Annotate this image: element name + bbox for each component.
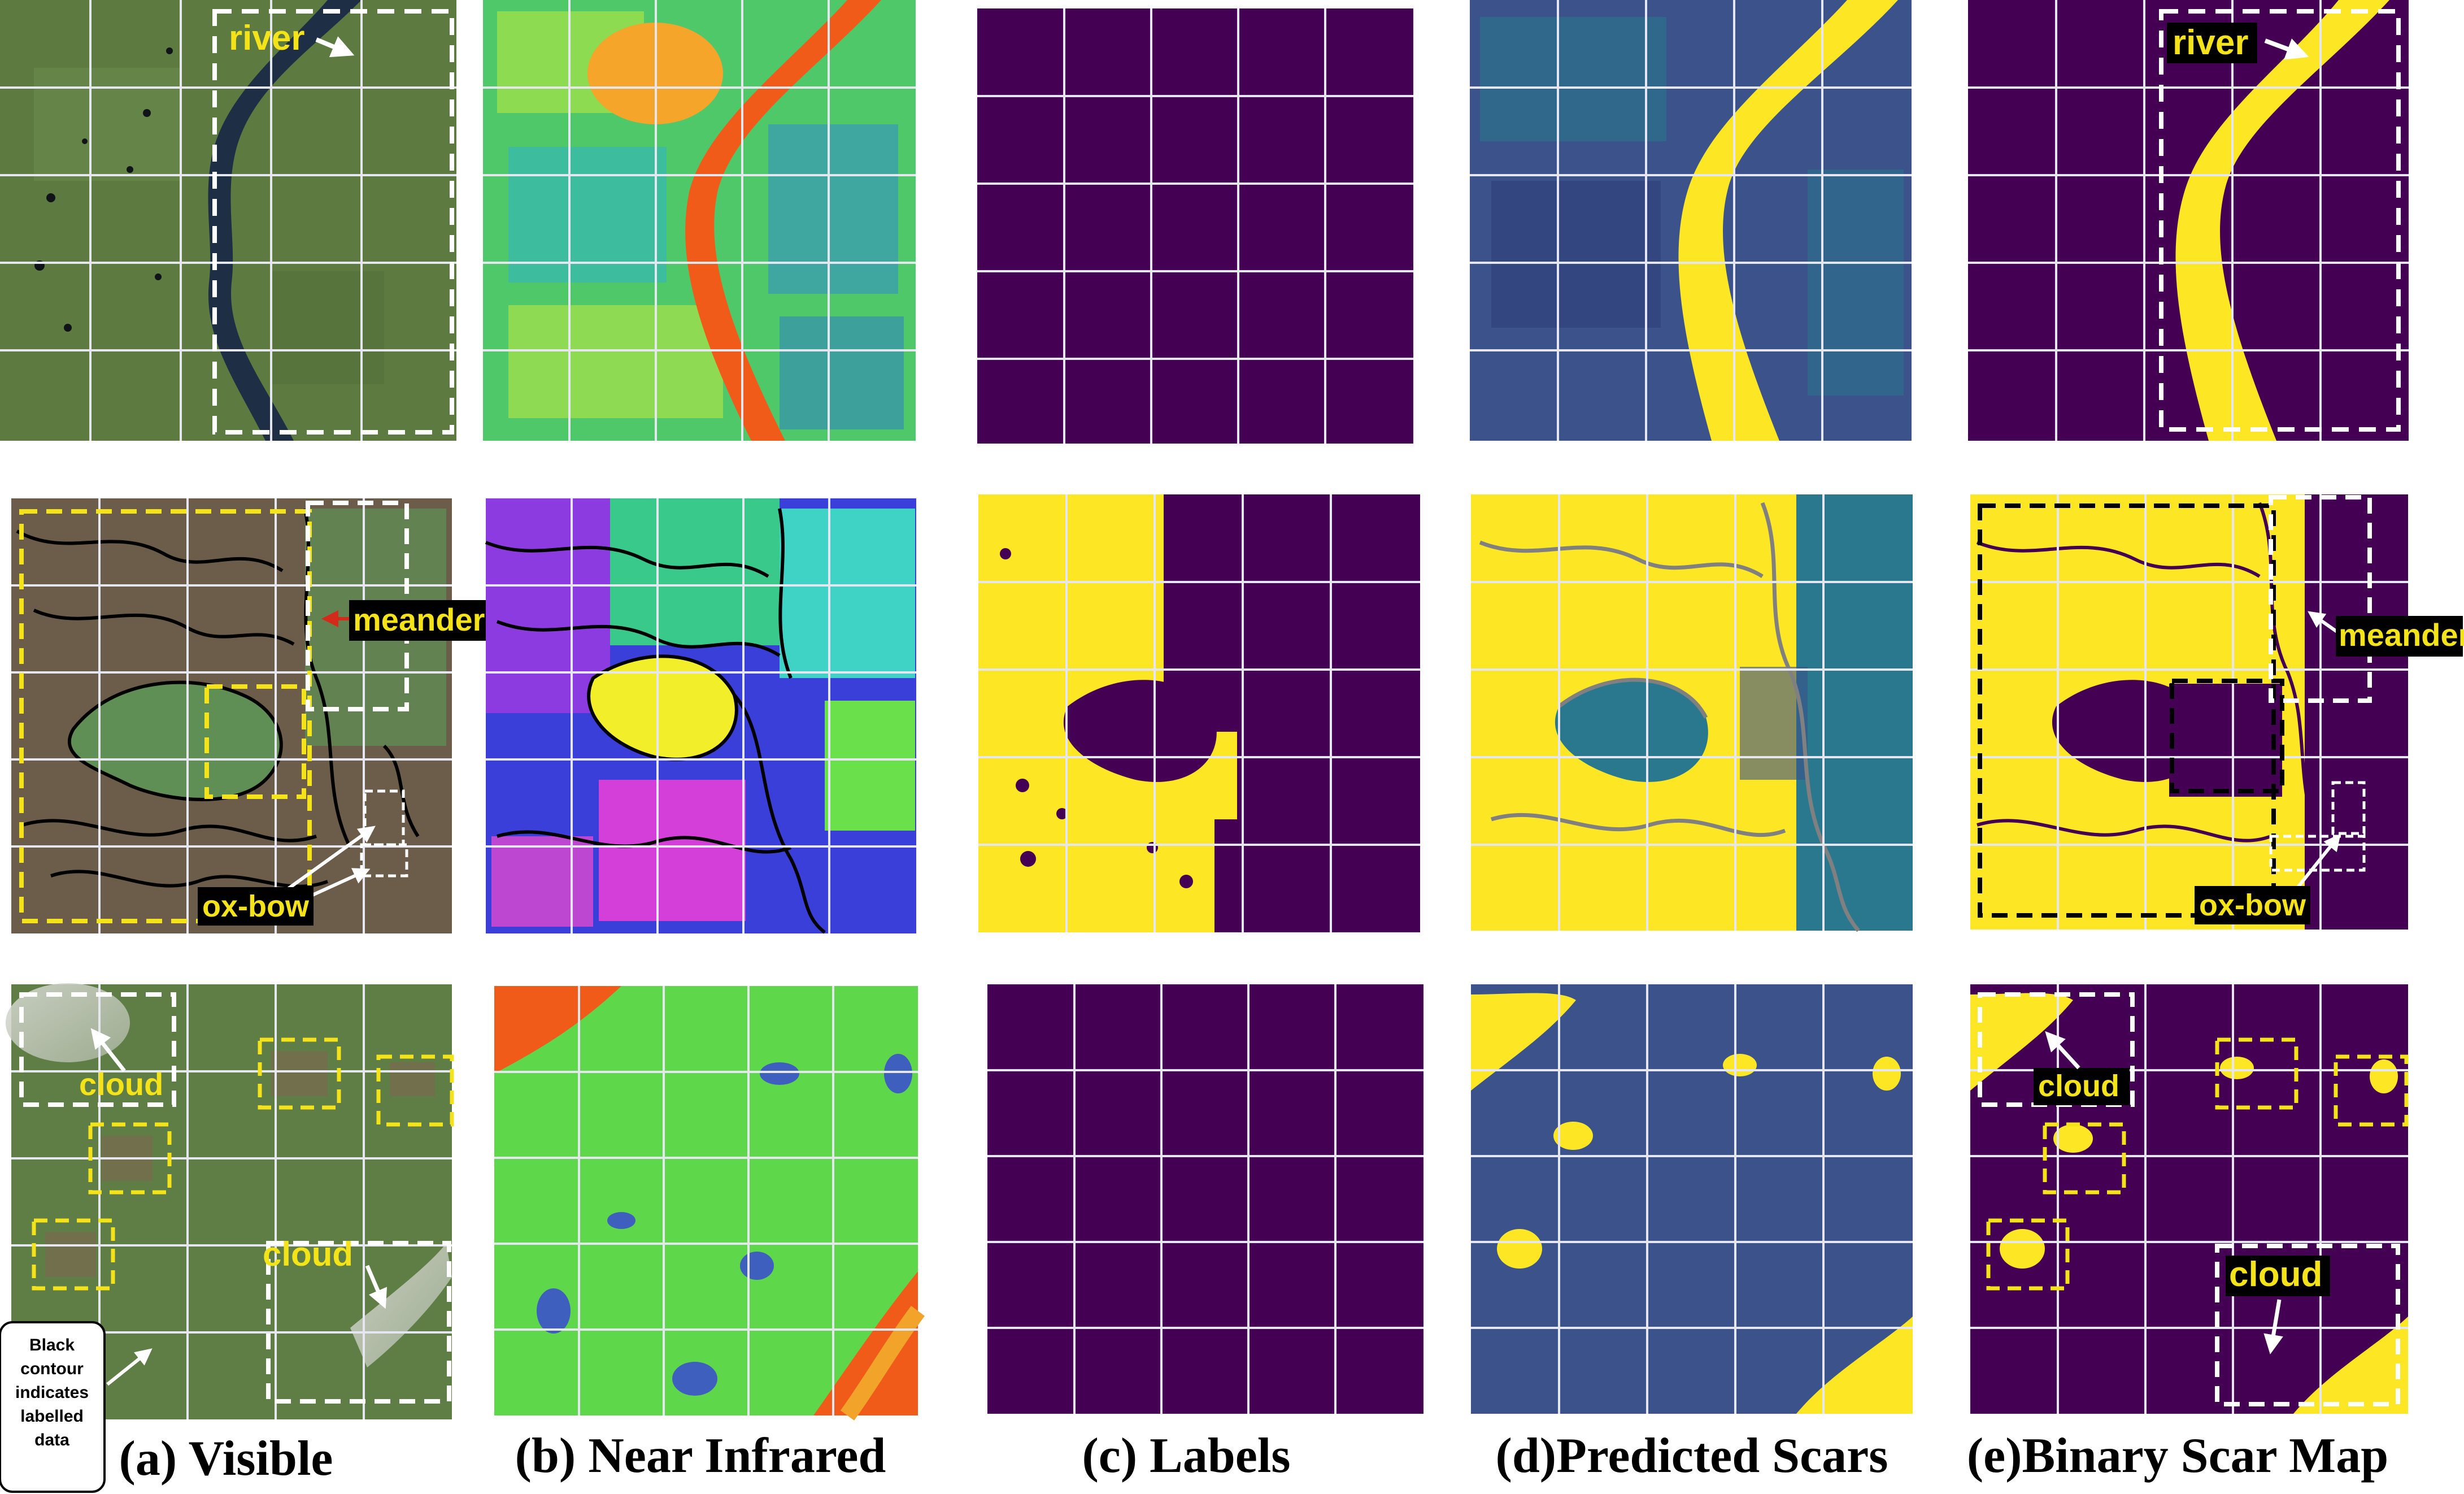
cloud-label-top: cloud xyxy=(79,1066,163,1102)
labelled-region-box-binary xyxy=(1978,503,2276,918)
river-label-binary: river xyxy=(2173,23,2248,62)
caption-visible: (a) Visible xyxy=(119,1431,333,1486)
panel-predicted-row2 xyxy=(1471,494,1913,932)
meander-box-binary xyxy=(2269,495,2372,703)
river-shape xyxy=(208,0,362,441)
svg-text:labelled: labelled xyxy=(20,1407,84,1426)
oxbow-box-b xyxy=(360,843,408,878)
cloud-label-bottom: cloud xyxy=(263,1235,353,1273)
cloud-label-binary-top: cloud xyxy=(2038,1069,2119,1103)
svg-text:data: data xyxy=(34,1431,69,1449)
river-arrow xyxy=(315,36,355,58)
meander-label-binary: meander xyxy=(2339,617,2464,653)
panel-predicted-row3 xyxy=(1471,984,1913,1414)
river-highlight-box xyxy=(212,9,454,435)
caption-nir: (b) Near Infrared xyxy=(515,1428,886,1483)
panel-visible-row2: meander ox-bow xyxy=(11,498,491,933)
labelled-region-box-small xyxy=(204,684,306,799)
svg-text:indicates: indicates xyxy=(15,1383,89,1402)
meander-label: meander xyxy=(353,602,485,637)
binary-river xyxy=(2175,0,2389,441)
panel-nir-row1 xyxy=(483,0,916,441)
river-label: river xyxy=(229,19,304,58)
river-highlight-box-binary xyxy=(2159,9,2401,432)
nir-river xyxy=(685,0,881,441)
svg-text:contour: contour xyxy=(20,1360,84,1378)
cloud-label-binary-bottom: cloud xyxy=(2229,1255,2322,1294)
cloud-box-top xyxy=(19,992,176,1107)
panel-visible-row1: river xyxy=(0,0,456,441)
panel-binary-row3: cloud cloud xyxy=(1970,984,2409,1414)
legend-note: Black contour indicates labelled data xyxy=(0,1321,153,1493)
panel-labels-row2 xyxy=(978,494,1420,932)
panel-predicted-row1 xyxy=(1470,0,1912,441)
panel-nir-row3 xyxy=(494,986,925,1421)
oxbow-label: ox-bow xyxy=(202,889,310,923)
caption-binary: (e)Binary Scar Map xyxy=(1967,1428,2388,1483)
panel-binary-row2: meander ox-bow xyxy=(1970,494,2464,930)
caption-labels: (c) Labels xyxy=(1082,1428,1290,1483)
oxbow-label-binary: ox-bow xyxy=(2199,888,2306,922)
panel-labels-row3 xyxy=(987,984,1423,1414)
svg-text:Black: Black xyxy=(29,1336,75,1354)
cloud-box-bottom xyxy=(266,1241,451,1404)
panel-visible-row3: cloud cloud Black contour indicates labe… xyxy=(0,983,454,1493)
caption-predicted: (d)Predicted Scars xyxy=(1496,1428,1888,1483)
panel-binary-row1: river xyxy=(1968,0,2409,441)
panel-nir-row2 xyxy=(485,498,916,934)
oxbow-box-a xyxy=(363,789,405,846)
panel-labels-row1 xyxy=(977,8,1413,444)
